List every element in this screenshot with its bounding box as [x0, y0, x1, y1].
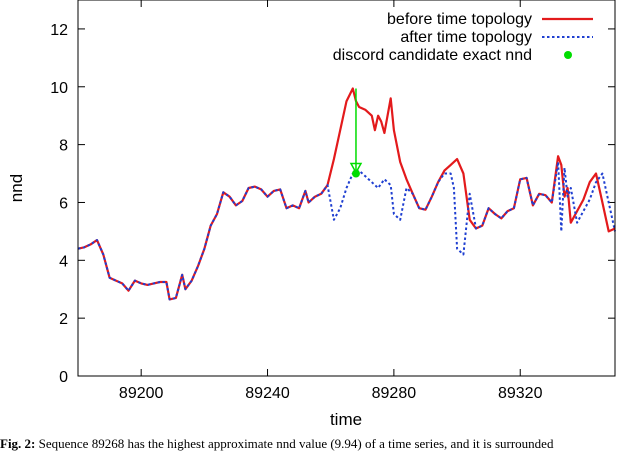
x-tick-label: 89240: [245, 385, 290, 402]
x-tick-label: 89280: [372, 385, 417, 402]
y-tick-label: 4: [59, 253, 68, 270]
caption-label: Fig. 2:: [0, 436, 36, 451]
y-tick-label: 8: [59, 138, 68, 155]
caption-text: Sequence 89268 has the highest approxima…: [38, 436, 554, 451]
legend-label: after time topology: [400, 29, 532, 46]
y-tick-label: 0: [59, 369, 68, 386]
y-tick-label: 10: [50, 80, 68, 97]
discord-marker-layer: [349, 88, 363, 178]
legend-swatch-point: [564, 51, 572, 59]
legend-label: discord candidate exact nnd: [333, 47, 532, 64]
y-axis-title: nnd: [7, 174, 26, 202]
discord-arrow-head: [349, 162, 363, 175]
axis-ticks: 0 2 4 6 8 10 12 89200 89240 89280 89320: [50, 0, 615, 402]
y-tick-label: 12: [50, 22, 68, 39]
line-chart: 0 2 4 6 8 10 12 89200 89240 89280 89320 time nnd b…: [7, 0, 616, 429]
y-tick-label: 6: [59, 195, 68, 212]
legend-label: before time topology: [387, 11, 532, 28]
figure-caption: Fig. 2: Sequence 89268 has the highest a…: [0, 436, 640, 451]
y-tick-label: 2: [59, 311, 68, 328]
plot-frame: [77, 0, 616, 377]
discord-candidate-point: [351, 169, 360, 178]
x-axis-title: time: [330, 410, 362, 429]
x-tick-label: 89200: [119, 385, 164, 402]
x-tick-label: 89320: [498, 385, 543, 402]
